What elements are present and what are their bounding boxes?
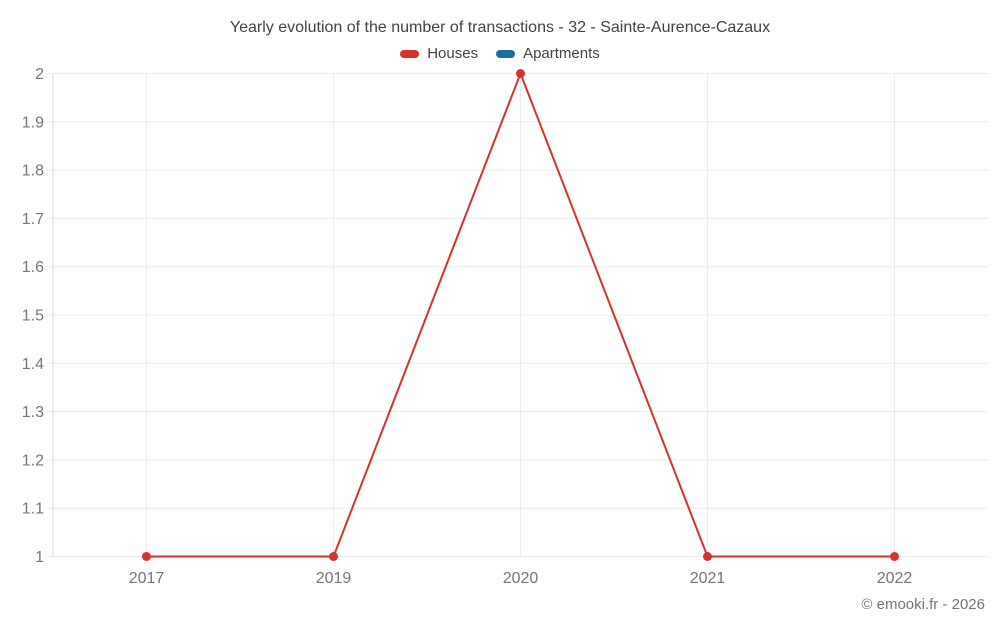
copyright-text: © emooki.fr - 2026 xyxy=(861,596,985,613)
data-point-marker-houses[interactable] xyxy=(142,552,151,561)
y-axis-tick-label: 1.9 xyxy=(22,114,44,131)
legend-item-houses[interactable]: Houses xyxy=(400,45,478,62)
y-axis-tick-label: 1.8 xyxy=(22,163,44,180)
legend-swatch-apartments xyxy=(496,49,516,58)
x-axis-tick-label: 2017 xyxy=(129,570,165,587)
data-point-marker-houses[interactable] xyxy=(703,552,712,561)
y-axis-tick-label: 1.3 xyxy=(22,404,44,421)
legend-swatch-houses xyxy=(400,49,420,58)
y-axis-tick-label: 1.6 xyxy=(22,259,44,276)
data-point-marker-houses[interactable] xyxy=(329,552,338,561)
chart-title: Yearly evolution of the number of transa… xyxy=(229,19,771,36)
legend-item-apartments[interactable]: Apartments xyxy=(496,45,600,62)
y-axis-tick-label: 1.2 xyxy=(22,452,44,469)
x-axis-tick-label: 2021 xyxy=(690,570,726,587)
y-axis-tick-label: 1.4 xyxy=(22,356,44,373)
y-axis-tick-label: 2 xyxy=(35,66,44,83)
data-point-marker-houses[interactable] xyxy=(516,69,525,78)
data-point-marker-houses[interactable] xyxy=(890,552,899,561)
x-axis-tick-label: 2020 xyxy=(503,570,539,587)
x-axis-tick-label: 2019 xyxy=(316,570,352,587)
y-axis-tick-label: 1.7 xyxy=(22,211,44,228)
x-axis-tick-label: 2022 xyxy=(877,570,913,587)
legend: Houses Apartments xyxy=(0,45,1000,62)
legend-label: Apartments xyxy=(523,45,600,62)
y-axis-tick-label: 1.5 xyxy=(22,308,44,325)
y-axis-tick-label: 1.1 xyxy=(22,501,44,518)
y-axis-tick-label: 1 xyxy=(35,549,44,566)
legend-label: Houses xyxy=(427,45,479,62)
